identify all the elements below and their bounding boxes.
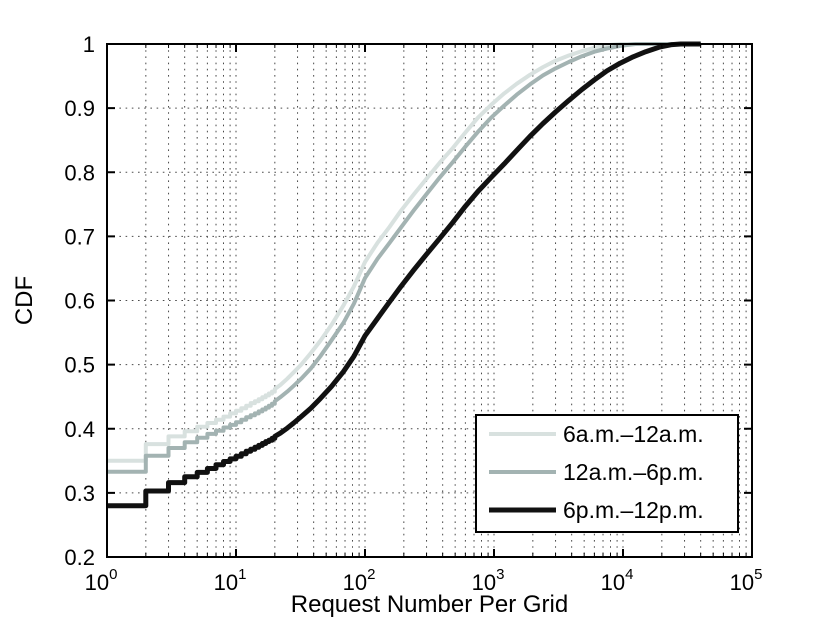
y-tick-label: 0.5	[64, 353, 95, 378]
series-line-2	[107, 41, 701, 509]
x-tick-label: 102	[343, 566, 376, 595]
y-tick-label: 0.2	[64, 545, 95, 570]
y-tick-label: 0.4	[64, 417, 95, 442]
x-tick-label: 105	[730, 566, 763, 595]
x-axis-label: Request Number Per Grid	[291, 591, 568, 618]
x-tick-label: 101	[214, 566, 247, 595]
legend-label-2: 6p.m.–12p.m.	[563, 497, 704, 523]
y-tick-label: 0.8	[64, 160, 95, 185]
x-tick-label: 103	[472, 566, 505, 595]
y-tick-label: 0.6	[64, 289, 95, 314]
legend-label-0: 6a.m.–12a.m.	[563, 421, 704, 447]
y-axis-label: CDF	[11, 276, 38, 325]
y-tick-label: 1	[83, 32, 95, 57]
series-line-1	[107, 42, 701, 474]
y-tick-label: 0.3	[64, 481, 95, 506]
legend-label-1: 12a.m.–6p.m.	[563, 459, 704, 485]
series-line-0	[107, 42, 701, 463]
y-tick-label: 0.9	[64, 96, 95, 121]
x-tick-label: 100	[85, 566, 118, 595]
y-tick-label: 0.7	[64, 224, 95, 249]
x-tick-label: 104	[601, 566, 634, 595]
